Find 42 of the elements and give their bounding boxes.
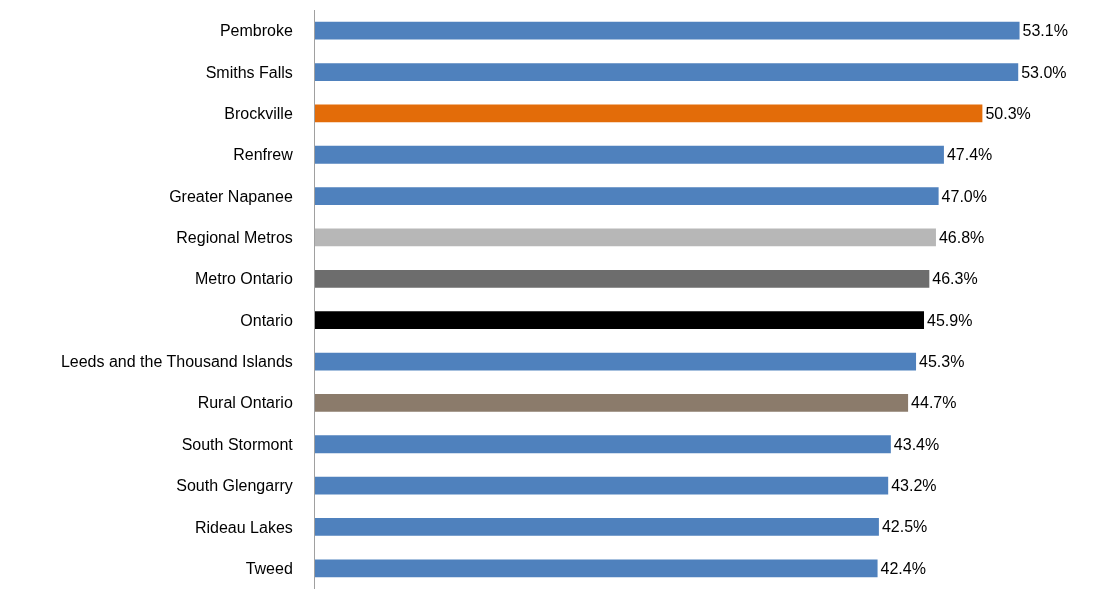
y-tick-label: Rural Ontario — [197, 394, 293, 412]
bar — [315, 476, 889, 495]
y-tick-label: Tweed — [245, 559, 293, 577]
bar — [315, 518, 879, 536]
data-label: 53.1% — [1022, 22, 1068, 40]
data-label: 43.4% — [893, 435, 940, 453]
y-tick-label: Metro Ontario — [194, 270, 293, 288]
data-label: 45.3% — [919, 353, 965, 371]
data-label: 42.4% — [880, 559, 926, 577]
y-tick-label: Ontario — [240, 311, 293, 329]
bar — [315, 435, 891, 454]
data-label: 43.2% — [891, 477, 937, 495]
bar — [315, 21, 1020, 40]
data-label: 53.0% — [1021, 63, 1067, 81]
bar — [315, 559, 878, 578]
bar — [315, 104, 983, 123]
y-tick-label: Pembroke — [219, 22, 293, 40]
data-label: 47.4% — [946, 146, 993, 164]
bar — [315, 187, 939, 205]
data-label: 50.3% — [985, 104, 1031, 122]
y-tick-label: South Stormont — [181, 435, 294, 453]
y-tick-label: Regional Metros — [176, 229, 293, 247]
bar — [315, 352, 917, 371]
y-tick-label: Brockville — [224, 104, 293, 122]
bar — [315, 394, 909, 412]
data-label: 46.8% — [938, 228, 985, 246]
y-tick-label: Rideau Lakes — [194, 518, 293, 536]
y-tick-label: South Glengarry — [176, 477, 293, 495]
y-tick-label: Greater Napanee — [169, 187, 293, 205]
bar — [315, 311, 925, 330]
data-label: 44.7% — [911, 394, 957, 412]
data-label: 45.9% — [927, 311, 973, 329]
bar — [315, 269, 930, 288]
data-label: 47.0% — [941, 187, 987, 205]
data-label: 42.5% — [881, 518, 928, 536]
bar — [315, 63, 1019, 81]
bar — [315, 145, 944, 164]
bar — [315, 228, 936, 247]
y-tick-label: Smiths Falls — [205, 63, 293, 81]
data-label: 46.3% — [932, 270, 978, 288]
y-tick-label: Renfrew — [233, 146, 294, 164]
y-tick-label: Leeds and the Thousand Islands — [60, 353, 293, 371]
